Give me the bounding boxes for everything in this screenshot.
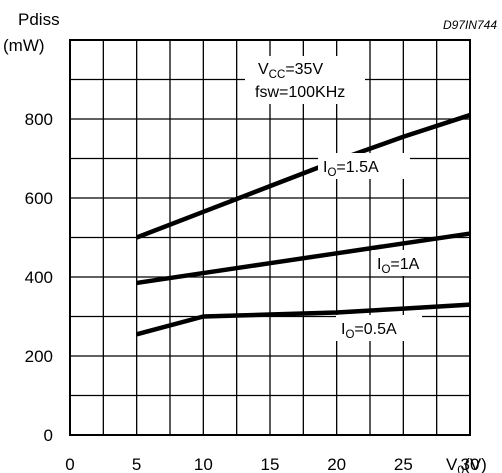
x-tick-label: 30: [461, 455, 480, 473]
condition-fsw: fsw=100KHz: [255, 84, 345, 101]
series-line-1: [136, 231, 471, 286]
series-label-bg-0: [318, 153, 410, 179]
y-tick-label: 400: [25, 268, 53, 287]
x-tick-label: 15: [261, 455, 280, 473]
x-axis-label: V0(V): [446, 455, 487, 473]
figure-code: D97IN744: [443, 18, 497, 32]
annotations: IO=1.5A IO=1A IO=0.5A VCC=35V fsw=100KHz: [245, 56, 434, 341]
series-label-bg-1: [372, 250, 434, 276]
series-label-1: IO=1A: [377, 256, 420, 276]
y-tick-label: 800: [25, 110, 53, 129]
series-label-0: IO=1.5A: [323, 159, 379, 179]
series-group: [135, 112, 471, 337]
y-tick-label: 0: [44, 426, 53, 445]
x-tick-label: 25: [394, 455, 413, 473]
x-tick-label: 20: [327, 455, 346, 473]
series-label-bg-2: [336, 315, 422, 341]
x-tick-label: 10: [194, 455, 213, 473]
series-line-2: [136, 302, 471, 337]
conditions-bg: [245, 56, 365, 104]
series-label-2: IO=0.5A: [341, 321, 397, 341]
y-axis-label-line1: Pdiss: [18, 10, 60, 29]
plot-frame: [69, 39, 471, 436]
x-tick-label: 5: [132, 455, 141, 473]
condition-vcc: VCC=35V: [258, 61, 323, 81]
plot-border: [69, 39, 471, 436]
y-tick-label: 200: [25, 347, 53, 366]
x-tick-label: 0: [65, 455, 74, 473]
series-line-0: [135, 112, 471, 240]
tick-labels: 0 5 10 15 20 25 30 0 200 400 600 800 V0(V): [25, 110, 487, 473]
y-tick-label: 600: [25, 189, 53, 208]
y-axis-label-line2: (mW): [3, 36, 45, 55]
